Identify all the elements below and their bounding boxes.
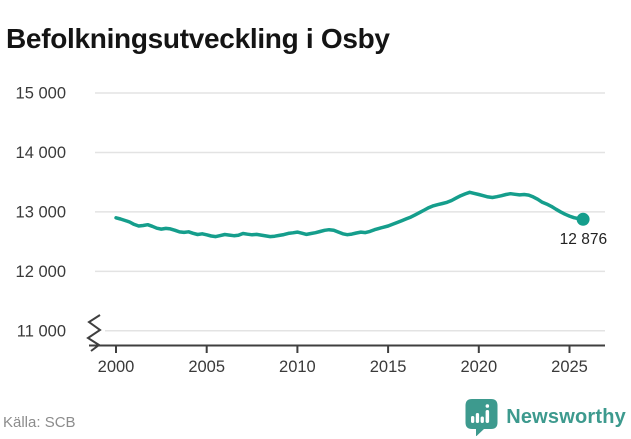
population-series-line: [114, 190, 585, 239]
x-tick-label: 2000: [98, 358, 135, 376]
x-tick-label: 2005: [188, 358, 225, 376]
y-tick-label: 12 000: [16, 263, 66, 281]
x-axis: 2000 2005 2010 2015 2020 2025: [86, 314, 605, 376]
gridlines: [95, 92, 605, 332]
y-tick-label: 14 000: [16, 144, 66, 162]
x-tick-label: 2025: [551, 358, 588, 376]
exclamation-dot: [485, 404, 490, 408]
newsworthy-logo: Newsworthy: [465, 399, 626, 436]
x-tick-label: 2010: [279, 358, 316, 376]
x-axis-labels: 2000 2005 2010 2015 2020 2025: [98, 358, 588, 376]
x-tick-label: 2015: [370, 358, 407, 376]
y-tick-label: 15 000: [16, 85, 66, 103]
source-note: Källa: SCB: [3, 414, 76, 431]
y-axis-labels: 15 000 14 000 13 000 12 000 11 000: [16, 85, 66, 341]
y-tick-label: 11 000: [17, 322, 66, 340]
y-tick-label: 13 000: [16, 203, 66, 221]
end-value-label: 12 876: [560, 231, 607, 248]
newsworthy-wordmark: Newsworthy: [506, 406, 626, 428]
page-title: Befolkningsutveckling i Osby: [6, 22, 390, 54]
bar-chart-glyph: [471, 404, 490, 423]
axis-break-icon: [86, 314, 102, 352]
end-point-dot: [576, 212, 590, 226]
newsworthy-logo-icon: [465, 399, 498, 436]
x-tick-label: 2020: [460, 358, 497, 376]
x-tick-marks: [115, 346, 571, 353]
